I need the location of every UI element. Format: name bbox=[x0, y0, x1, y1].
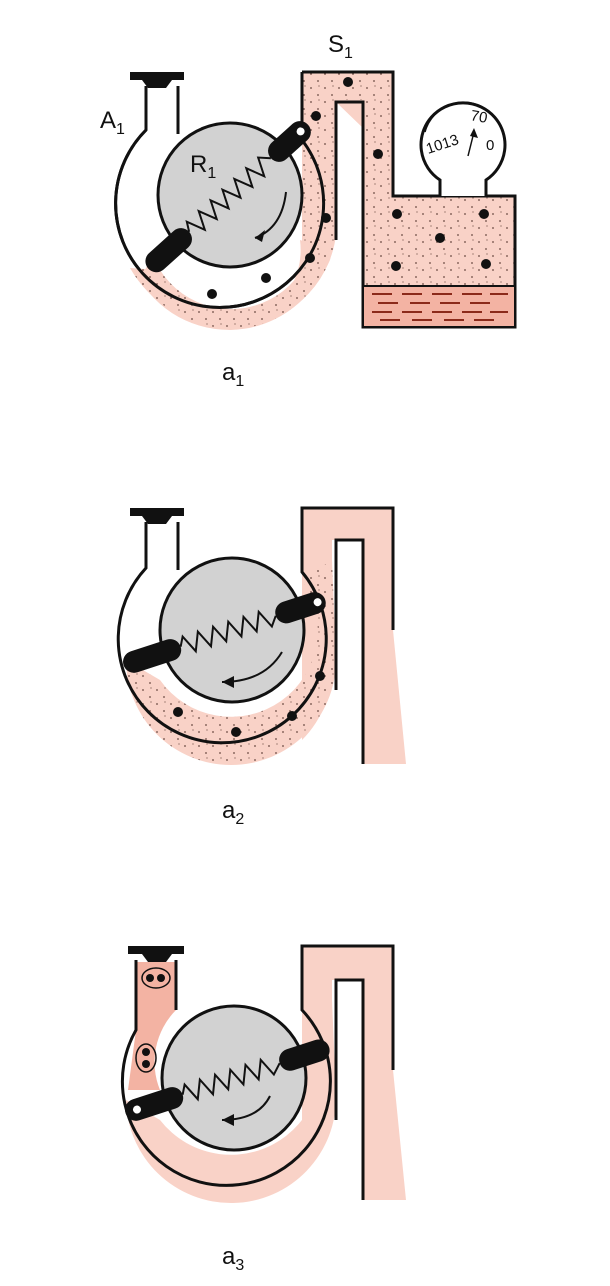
rotation-arrow-icon bbox=[254, 191, 287, 242]
spring-icon bbox=[179, 609, 277, 654]
stage-a2: a2 bbox=[116, 506, 406, 828]
exhaust-channel bbox=[302, 72, 515, 327]
caption-a2: a2 bbox=[222, 797, 244, 828]
stage-a1: 1013 70 0 A1 S1 R1 a1 bbox=[100, 31, 517, 390]
rotation-arrow-icon bbox=[221, 651, 283, 688]
gauge-scale-top: 70 bbox=[469, 107, 488, 127]
gas-particle-icon bbox=[135, 967, 171, 1073]
rotor bbox=[160, 1004, 308, 1152]
rotor bbox=[158, 556, 306, 704]
vane-icon bbox=[125, 1039, 330, 1121]
spring-icon bbox=[185, 156, 271, 233]
gas-particle-icon bbox=[207, 77, 491, 299]
caption-a1: a1 bbox=[222, 359, 244, 390]
stage-a3: a3 bbox=[120, 944, 406, 1274]
gas-particle-icon bbox=[173, 671, 325, 737]
label-s1: S1 bbox=[328, 31, 353, 62]
spring-icon bbox=[181, 1057, 281, 1102]
oil-reservoir bbox=[364, 285, 515, 326]
stopper-icon bbox=[128, 946, 184, 962]
stopper-icon bbox=[130, 72, 184, 88]
label-r1: R1 bbox=[190, 151, 216, 182]
stopper-icon bbox=[130, 508, 184, 524]
rotation-arrow-icon bbox=[221, 1095, 271, 1126]
vane-icon bbox=[145, 121, 311, 273]
vane-icon bbox=[123, 592, 326, 673]
caption-a3: a3 bbox=[222, 1243, 244, 1274]
pump-housing bbox=[114, 70, 517, 330]
label-a1: A1 bbox=[100, 107, 125, 138]
pressure-gauge-icon: 1013 70 0 bbox=[419, 101, 507, 196]
gauge-scale-right: 0 bbox=[486, 137, 494, 154]
